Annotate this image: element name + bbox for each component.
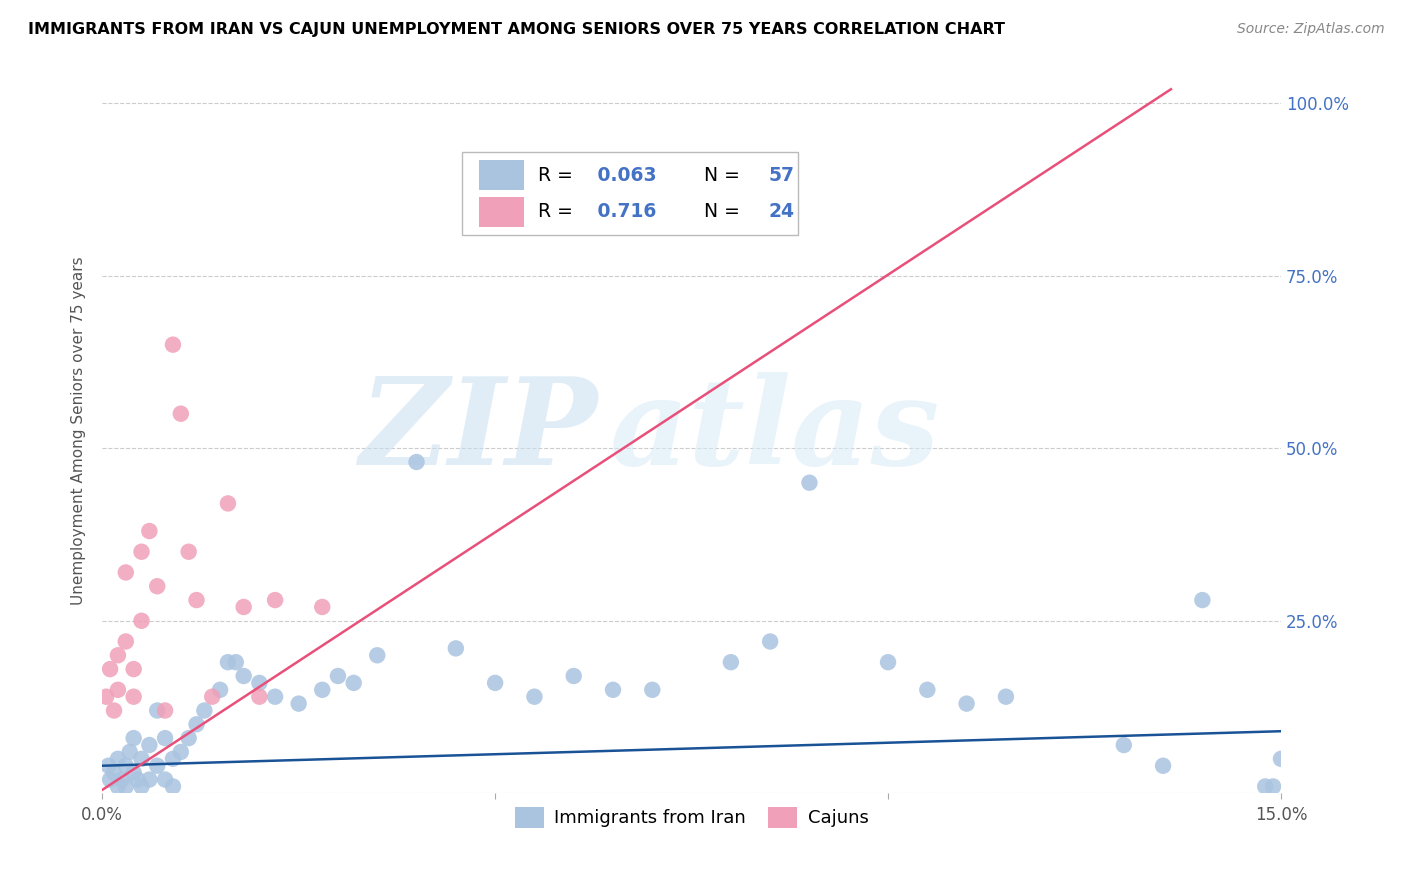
Point bbox=[994, 690, 1017, 704]
Point bbox=[162, 337, 184, 351]
Point bbox=[127, 772, 149, 787]
Point bbox=[217, 496, 239, 510]
Point bbox=[177, 545, 200, 559]
Point bbox=[146, 758, 169, 772]
Point bbox=[162, 780, 184, 794]
Point bbox=[201, 690, 224, 704]
Point bbox=[247, 690, 270, 704]
Bar bbox=[479, 160, 524, 190]
Point bbox=[186, 593, 208, 607]
Text: Source: ZipAtlas.com: Source: ZipAtlas.com bbox=[1237, 22, 1385, 37]
Text: 0.716: 0.716 bbox=[592, 202, 657, 221]
Point bbox=[287, 697, 309, 711]
Text: N =: N = bbox=[692, 166, 745, 185]
Point bbox=[366, 648, 388, 663]
Point bbox=[138, 524, 160, 538]
Point bbox=[343, 676, 366, 690]
Point bbox=[917, 682, 939, 697]
Point bbox=[170, 407, 193, 421]
Point bbox=[153, 731, 176, 745]
Point bbox=[138, 738, 160, 752]
Text: R =: R = bbox=[538, 166, 579, 185]
Point bbox=[232, 599, 254, 614]
Point bbox=[122, 765, 145, 780]
Point bbox=[799, 475, 821, 490]
Point bbox=[131, 614, 153, 628]
Y-axis label: Unemployment Among Seniors over 75 years: Unemployment Among Seniors over 75 years bbox=[72, 257, 86, 606]
Point bbox=[759, 634, 782, 648]
Point bbox=[264, 593, 287, 607]
FancyBboxPatch shape bbox=[461, 152, 797, 235]
Bar bbox=[479, 196, 524, 227]
Point bbox=[641, 682, 664, 697]
Point bbox=[1191, 593, 1213, 607]
Point bbox=[153, 772, 176, 787]
Point bbox=[877, 655, 900, 669]
Point bbox=[1152, 758, 1174, 772]
Point bbox=[146, 704, 169, 718]
Point bbox=[720, 655, 742, 669]
Point bbox=[1261, 780, 1284, 794]
Point bbox=[122, 731, 145, 745]
Point bbox=[1112, 738, 1135, 752]
Text: N =: N = bbox=[692, 202, 745, 221]
Point bbox=[107, 752, 129, 766]
Point bbox=[232, 669, 254, 683]
Point bbox=[311, 599, 333, 614]
Text: atlas: atlas bbox=[609, 372, 939, 491]
Point bbox=[94, 690, 117, 704]
Text: R =: R = bbox=[538, 202, 579, 221]
Point bbox=[326, 669, 349, 683]
Point bbox=[131, 780, 153, 794]
Point bbox=[153, 704, 176, 718]
Point bbox=[162, 752, 184, 766]
Point bbox=[107, 648, 129, 663]
Text: IMMIGRANTS FROM IRAN VS CAJUN UNEMPLOYMENT AMONG SENIORS OVER 75 YEARS CORRELATI: IMMIGRANTS FROM IRAN VS CAJUN UNEMPLOYME… bbox=[28, 22, 1005, 37]
Point bbox=[523, 690, 546, 704]
Point bbox=[247, 676, 270, 690]
Legend: Immigrants from Iran, Cajuns: Immigrants from Iran, Cajuns bbox=[508, 800, 876, 835]
Text: 0.063: 0.063 bbox=[592, 166, 657, 185]
Point bbox=[193, 704, 215, 718]
Text: 57: 57 bbox=[768, 166, 794, 185]
Point bbox=[98, 772, 121, 787]
Point bbox=[122, 662, 145, 676]
Point bbox=[405, 455, 427, 469]
Point bbox=[1254, 780, 1277, 794]
Point bbox=[107, 682, 129, 697]
Point bbox=[217, 655, 239, 669]
Point bbox=[131, 545, 153, 559]
Point bbox=[122, 690, 145, 704]
Point bbox=[114, 566, 136, 580]
Point bbox=[956, 697, 979, 711]
Point bbox=[114, 780, 136, 794]
Point bbox=[444, 641, 467, 656]
Point bbox=[107, 780, 129, 794]
Point bbox=[103, 765, 125, 780]
Point bbox=[225, 655, 247, 669]
Point bbox=[264, 690, 287, 704]
Point bbox=[146, 579, 169, 593]
Point bbox=[186, 717, 208, 731]
Point bbox=[602, 682, 624, 697]
Point bbox=[114, 634, 136, 648]
Point bbox=[97, 758, 120, 772]
Text: 24: 24 bbox=[768, 202, 794, 221]
Point bbox=[114, 758, 136, 772]
Point bbox=[209, 682, 232, 697]
Point bbox=[103, 704, 125, 718]
Point bbox=[131, 752, 153, 766]
Point bbox=[484, 676, 506, 690]
Point bbox=[1270, 752, 1292, 766]
Point bbox=[177, 731, 200, 745]
Point bbox=[118, 745, 141, 759]
Point bbox=[562, 669, 585, 683]
Point bbox=[311, 682, 333, 697]
Point bbox=[111, 772, 134, 787]
Point bbox=[170, 745, 193, 759]
Text: ZIP: ZIP bbox=[359, 372, 598, 491]
Point bbox=[98, 662, 121, 676]
Point bbox=[138, 772, 160, 787]
